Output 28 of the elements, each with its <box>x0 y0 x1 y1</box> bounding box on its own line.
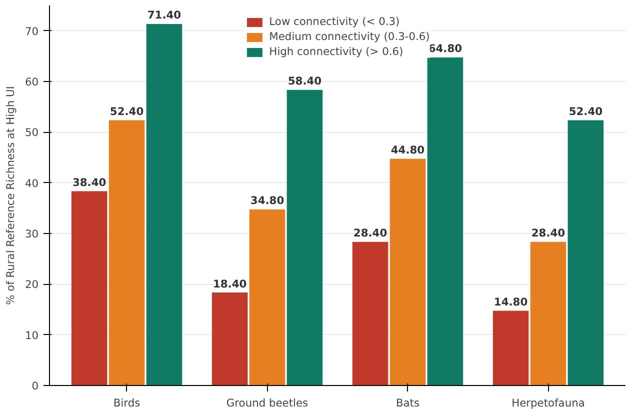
data-label: 44.80 <box>390 144 425 157</box>
y-tick-label: 20 <box>24 278 39 292</box>
legend-label: High connectivity (> 0.6) <box>269 45 404 58</box>
x-tick-label: Bats <box>396 396 420 410</box>
y-tick-label: 30 <box>24 228 39 240</box>
x-tick-label: Herpetofauna <box>512 396 585 410</box>
x-tick-label: Ground beetles <box>226 396 309 410</box>
y-tick-label: 50 <box>24 126 39 140</box>
data-label: 38.40 <box>72 176 106 189</box>
y-axis-title: % of Rural Reference Richness at High UI <box>4 86 17 305</box>
data-label: 71.40 <box>147 8 182 22</box>
data-label: 52.40 <box>568 105 603 118</box>
x-tick-label: Birds <box>113 396 141 410</box>
data-label: 28.40 <box>353 226 388 240</box>
data-label: 58.40 <box>288 74 322 88</box>
data-label: 28.40 <box>531 226 566 240</box>
y-tick-label: 0 <box>32 380 39 392</box>
data-label: 34.80 <box>250 194 284 208</box>
y-tick-label: 10 <box>24 328 39 342</box>
y-tick-label: 70 <box>24 24 39 38</box>
data-label: 64.80 <box>428 42 462 56</box>
data-label: 52.40 <box>110 105 144 118</box>
legend-label: Low connectivity (< 0.3) <box>269 15 400 28</box>
data-label: 14.80 <box>494 296 528 309</box>
y-tick-label: 40 <box>24 176 39 190</box>
legend-label: Medium connectivity (0.3-0.6) <box>269 30 430 43</box>
data-label: 18.40 <box>212 277 247 290</box>
y-tick-label: 60 <box>24 76 39 88</box>
